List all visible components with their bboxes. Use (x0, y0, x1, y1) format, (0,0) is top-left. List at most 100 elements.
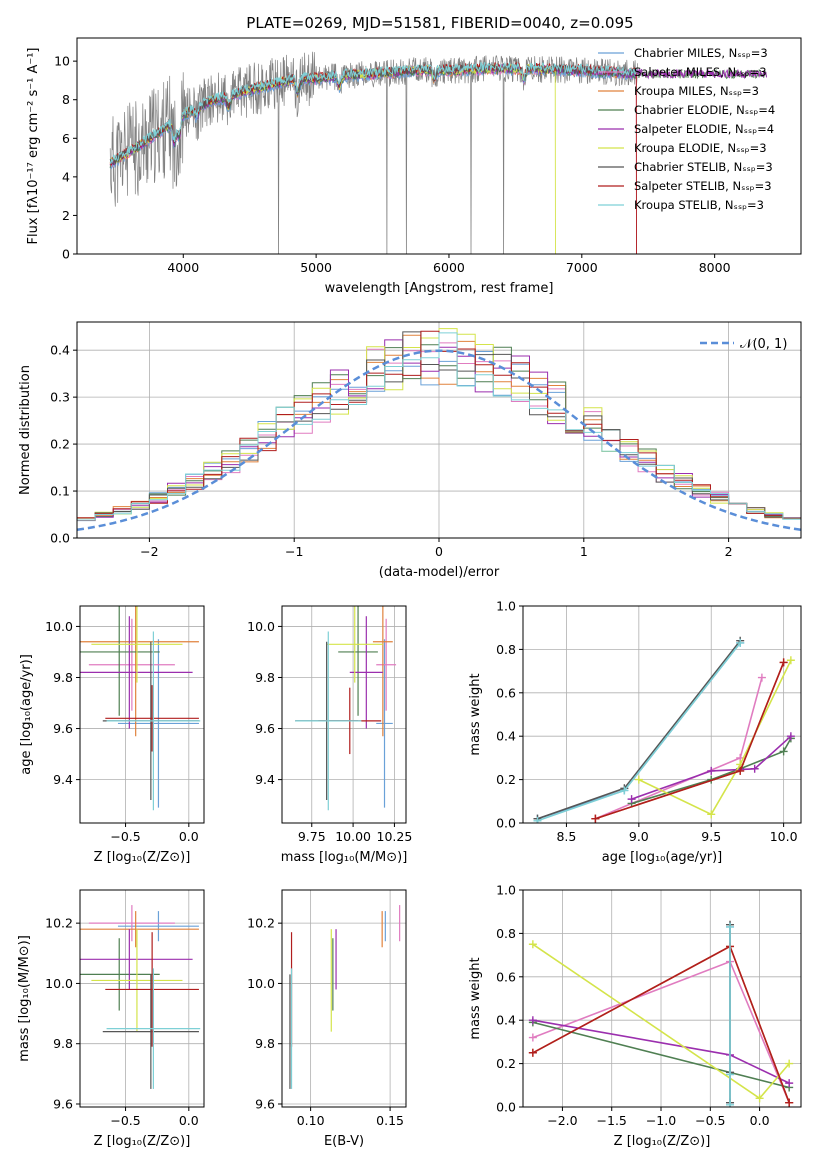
weight-marker (707, 810, 716, 819)
y-tick-label: 9.8 (53, 670, 73, 685)
axes-frame (522, 605, 802, 824)
legend-label: Kroupa STELIB, Nₛₛₚ=3 (634, 198, 764, 212)
x-tick-label: 2 (725, 544, 733, 559)
x-axis-label: Z [log₁₀(Z/Z⊙)] (94, 850, 191, 865)
mass-weight-vs-metallicity-panel: −2.0 −1.5 −1.0 −0.5 0.0 0.0 0.2 0.4 0.6 0.8 1.0 Z [… (468, 883, 802, 1149)
weight-marker (528, 1033, 537, 1042)
y-tick-label: 10 (54, 54, 70, 69)
y-axis-label: Normed distribution (18, 365, 33, 495)
axes-frame (79, 889, 205, 1108)
x-tick-label: 0.0 (179, 1113, 199, 1128)
weight-marker (726, 1100, 735, 1107)
y-tick-label: 10.2 (45, 916, 73, 931)
y-axis-label: mass weight (468, 957, 483, 1039)
weight-marker (779, 747, 788, 756)
plot-area (109, 51, 767, 254)
weight-line (595, 662, 785, 820)
spectrum-panel: 4000 5000 6000 7000 8000 0 2 4 6 8 10 wavelength [A… (26, 37, 802, 296)
y-tick-label: 0.2 (50, 437, 70, 452)
y-axis-label: mass weight (468, 673, 483, 755)
y-tick-label: 0.4 (496, 729, 516, 744)
weight-marker (736, 766, 745, 775)
y-tick-label: 0.4 (496, 1013, 516, 1028)
legend-label: Salpeter ELODIE, Nₛₛₚ=4 (634, 122, 774, 136)
plot-area (533, 636, 795, 823)
legend-label: Salpeter STELIB, Nₛₛₚ=3 (634, 179, 772, 193)
weight-marker (620, 786, 629, 795)
x-tick-label: 7000 (566, 260, 598, 275)
figure-title: PLATE=0269, MJD=51581, FIBERID=0040, z=0… (246, 14, 633, 32)
axes-frame (76, 321, 802, 539)
y-tick-label: 0.1 (50, 484, 70, 499)
legend-label: Kroupa MILES, Nₛₛₚ=3 (634, 84, 759, 98)
y-tick-label: 0.8 (496, 926, 516, 941)
model-spectrum-kroupa-stelib (109, 61, 637, 165)
weight-marker (533, 816, 542, 823)
y-tick-label: 10.0 (247, 619, 275, 634)
plot-area (77, 328, 801, 532)
y-tick-label: 1.0 (496, 599, 516, 614)
y-tick-label: 0 (62, 247, 70, 262)
model-spectrum-chabrier-miles (109, 66, 637, 170)
y-tick-label: 1.0 (496, 883, 516, 898)
weight-marker (591, 814, 600, 823)
axes-frame (281, 889, 407, 1108)
weight-marker (750, 764, 759, 773)
x-tick-label: −0.5 (110, 1113, 140, 1128)
x-tick-label: −1.5 (597, 1113, 627, 1128)
plot-area (80, 606, 201, 811)
x-tick-label: 0.15 (376, 1113, 404, 1128)
residual-histogram-panel: −2 −1 0 1 2 0.0 0.1 0.2 0.3 0.4 (data-model)/error… (18, 321, 802, 580)
age-vs-mass-panel: 9.75 10.00 10.25 9.4 9.6 9.8 10.0 mass [log₁₀(M… (247, 605, 412, 865)
weight-marker (786, 732, 795, 741)
weight-marker (757, 673, 766, 682)
weight-line (638, 659, 792, 816)
axes-frame (522, 889, 802, 1108)
weight-marker (785, 1059, 794, 1068)
legend-label: Salpeter MILES, Nₛₛₚ=3 (634, 65, 767, 79)
axes-frame (79, 605, 205, 824)
y-tick-label: 0.2 (496, 772, 516, 787)
x-tick-label: 1 (580, 544, 588, 559)
weight-marker (528, 940, 537, 949)
y-tick-label: 0.0 (50, 531, 70, 546)
y-tick-label: 9.4 (53, 772, 73, 787)
y-tick-label: 10.0 (45, 619, 73, 634)
y-axis-label: mass [log₁₀(M/M⊙)] (17, 935, 32, 1062)
legend-label: Chabrier ELODIE, Nₛₛₚ=4 (634, 103, 775, 117)
weight-marker (627, 795, 636, 804)
x-axis-label: (data-model)/error (379, 565, 500, 580)
legend-label: 𝒩(0, 1) (740, 337, 787, 352)
x-tick-label: 0.10 (297, 1113, 325, 1128)
x-tick-label: −1.0 (646, 1113, 676, 1128)
histogram-kroupa-stelib (77, 332, 801, 521)
plot-area (295, 606, 397, 811)
y-tick-label: 9.8 (255, 670, 275, 685)
legend-label: Chabrier MILES, Nₛₛₚ=3 (634, 46, 768, 60)
weight-marker (736, 638, 745, 647)
x-tick-label: 9.0 (629, 829, 649, 844)
weight-marker (779, 658, 788, 667)
x-tick-label: 10.00 (335, 829, 371, 844)
x-axis-label: mass [log₁₀(M/M⊙)] (281, 850, 408, 865)
y-tick-label: 0.8 (496, 642, 516, 657)
y-tick-label: 9.6 (53, 721, 73, 736)
observed-spectrum-line (109, 51, 638, 254)
mass-weight-vs-age-panel: 8.5 9.0 9.5 10.0 0.0 0.2 0.4 0.6 0.8 1.0 age [log₁… (468, 599, 802, 865)
weight-marker (785, 1079, 794, 1088)
y-tick-label: 10.0 (45, 976, 73, 991)
x-tick-label: 5000 (300, 260, 332, 275)
weight-marker (634, 775, 643, 784)
x-tick-label: 10.0 (770, 829, 798, 844)
x-tick-label: −0.5 (110, 829, 140, 844)
y-tick-label: 0.0 (496, 816, 516, 831)
y-axis-label: Flux [fλ10⁻¹⁷ erg cm⁻² s⁻¹ A⁻¹] (26, 48, 41, 245)
normal-distribution-curve (77, 349, 801, 532)
weight-line (532, 1021, 790, 1089)
y-tick-label: 9.6 (53, 1096, 73, 1111)
x-axis-label: wavelength [Angstrom, rest frame] (325, 281, 554, 296)
legend: 𝒩(0, 1) (700, 337, 787, 352)
weight-marker (726, 922, 735, 931)
legend-label: Kroupa ELODIE, Nₛₛₚ=3 (634, 141, 767, 155)
